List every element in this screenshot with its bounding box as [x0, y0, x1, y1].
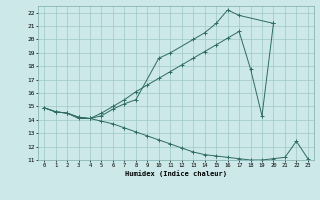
X-axis label: Humidex (Indice chaleur): Humidex (Indice chaleur) — [125, 170, 227, 177]
